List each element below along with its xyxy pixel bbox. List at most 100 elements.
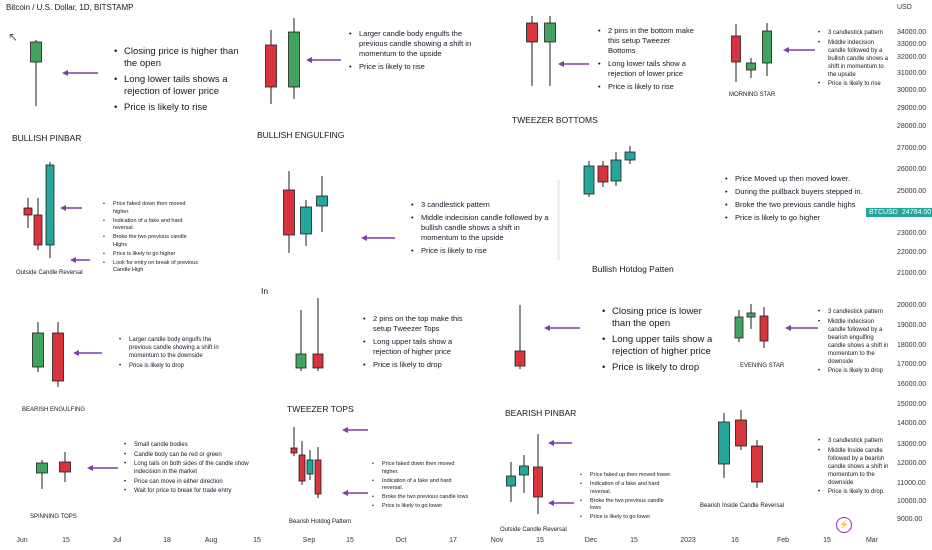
candle-body — [514, 350, 526, 367]
candle-body — [283, 189, 295, 236]
bearish-pinbar-notes: Closing price is lower than the open Lon… — [602, 306, 722, 378]
note: 2 pins on the top make this setup Tweeze… — [363, 314, 463, 334]
candle-body — [746, 62, 756, 71]
note: Price faked down then moved higher. — [103, 201, 198, 216]
candle-body — [751, 445, 763, 483]
candle-body — [265, 44, 277, 88]
hotdog-bull-caption: Bullish Hotdog Patten — [592, 264, 674, 274]
note: Larger candle body engulfs the previous … — [119, 336, 234, 360]
lightning-icon[interactable]: ⚡ — [836, 517, 852, 533]
bearish-engulfing-title: BEARISH ENGULFING — [22, 407, 86, 413]
note: Indication of a fake and hard reversal. — [372, 478, 472, 493]
spinning-tops-notes: Small candle bodies Candle body can be r… — [124, 441, 254, 497]
note: Wait for price to break for trade entry — [124, 487, 254, 495]
y-tick-label: 21000.00 — [897, 270, 927, 277]
note: Price is likely to drop — [119, 362, 234, 370]
note: Price is likely to rise — [114, 102, 254, 114]
candle-body — [533, 466, 543, 498]
note: Closing price is higher than the open — [114, 46, 254, 70]
candle-body — [23, 207, 33, 216]
tweezer-tops-notes: 2 pins on the top make this setup Tweeze… — [363, 314, 463, 373]
candle-body — [298, 454, 306, 482]
note: Small candle bodies — [124, 441, 254, 449]
candle-body — [300, 206, 312, 235]
tweezer-bottoms-notes: 2 pins in the bottom make this setup Twe… — [598, 26, 698, 95]
note: Price is likely to drop — [818, 367, 893, 375]
y-tick-label: 14000.00 — [897, 420, 927, 427]
note: Middle indecision candle followed by a b… — [818, 39, 893, 79]
y-tick-label: 18000.00 — [897, 342, 927, 349]
arrow-head — [558, 61, 564, 67]
note: Indication of a fake and hard reversal. — [580, 481, 675, 496]
y-tick-label: 19000.00 — [897, 322, 927, 329]
note: Long lower tails shows a rejection of lo… — [114, 74, 254, 98]
note: Price is likely to go higher — [103, 251, 198, 259]
bullish-pinbar-title: BULLISH PINBAR — [12, 133, 82, 143]
note: Price is likely to drop — [602, 362, 722, 374]
price-axis[interactable]: USD 34000.00 33000.00 32000.00 31000.00 3000… — [893, 0, 932, 550]
y-tick-label: 25000.00 — [897, 188, 927, 195]
note: Middle Inside candle followed by a beari… — [818, 447, 893, 487]
outside-bear-notes: Price faked up then moved lower. Indicat… — [580, 472, 675, 523]
note: Price is likely to drop. — [818, 488, 893, 496]
note: 3 candlestick pattern — [818, 29, 893, 37]
note: Middle indecision candle followed by a b… — [411, 213, 551, 243]
morning-star-title: MORNING STAR — [729, 92, 776, 98]
y-tick-label: 27000.00 — [897, 145, 927, 152]
candle-body — [746, 312, 756, 318]
tweezer-tops-title: TWEEZER TOPS — [287, 404, 354, 414]
y-tick-label: 9000.00 — [897, 516, 923, 523]
y-tick-label: 15000.00 — [897, 401, 927, 408]
candle-body — [59, 461, 71, 473]
note: Price is likely to go lower — [372, 503, 472, 511]
candle-body — [734, 316, 744, 339]
note: Price can move in either direction — [124, 478, 254, 486]
inside-bear-notes: 3 candlestick pattern Middle Inside cand… — [818, 437, 893, 498]
y-tick-label: 17000.00 — [897, 361, 927, 368]
last-price-badge: 24784.00 — [899, 208, 932, 217]
note: Price is likely to drop — [363, 360, 463, 370]
y-tick-label: 34000.00 — [897, 29, 927, 36]
morning-star-2-notes: 3 candlestick pattern Middle indecision … — [411, 200, 551, 259]
bullish-engulfing-notes: Larger candle body engulfs the previous … — [349, 29, 484, 75]
candle-body — [544, 22, 556, 43]
candle-body — [759, 315, 769, 342]
arrow-head — [87, 465, 93, 471]
note: Look for entry on break of previous Cand… — [103, 260, 198, 275]
note: Price is likely to go lower — [580, 514, 675, 522]
arrow-head — [342, 427, 348, 433]
candle-body — [316, 195, 328, 207]
arrow-head — [361, 235, 367, 241]
outside-bull-notes: Price faked down then moved higher. Indi… — [103, 201, 198, 276]
axis-unit: USD — [897, 4, 912, 11]
note: Indication of a fake and hard reversal. — [103, 218, 198, 233]
hotdog-bear-caption: Bearish Hotdog Pattern — [289, 519, 352, 525]
note: Price Moved up then moved lower. — [725, 174, 875, 184]
inside-bear-caption: Bearish Inside Candle Reversal — [700, 503, 785, 509]
outside-bull-caption: Outside Candle Reversal — [16, 270, 83, 276]
y-tick-label: 23000.00 — [897, 230, 927, 237]
y-tick-label: 30000.00 — [897, 87, 927, 94]
bearish-pinbar-title: BEARISH PINBAR — [505, 408, 577, 418]
y-tick-label: 28000.00 — [897, 123, 927, 130]
evening-star-notes: 3 candlestick pattern Middle indecision … — [818, 308, 893, 377]
note: Price is likely to rise — [411, 246, 551, 256]
cursor-icon: ↖ — [8, 30, 19, 44]
note: Candle body can be red or green — [124, 451, 254, 459]
candle-body — [45, 164, 55, 246]
candle-body — [731, 35, 741, 63]
note: Broke the two previous candle lows — [372, 494, 472, 502]
candle-body — [718, 421, 730, 465]
arrow-head — [785, 325, 791, 331]
y-tick-label: 32000.00 — [897, 54, 927, 61]
candle-body — [762, 30, 772, 64]
note: During the pullback buyers stepped in. — [725, 187, 875, 197]
spinning-tops-title: SPINNING TOPS — [30, 514, 77, 520]
note: 3 candlestick pattern — [411, 200, 551, 210]
chart-canvas[interactable] — [0, 0, 893, 550]
candle-body — [610, 159, 622, 182]
candle-body — [33, 214, 43, 246]
hotdog-bear-notes: Price faked down then moved higher. Indi… — [372, 461, 472, 512]
arrow-head — [306, 57, 312, 63]
y-tick-label: 31000.00 — [897, 70, 927, 77]
